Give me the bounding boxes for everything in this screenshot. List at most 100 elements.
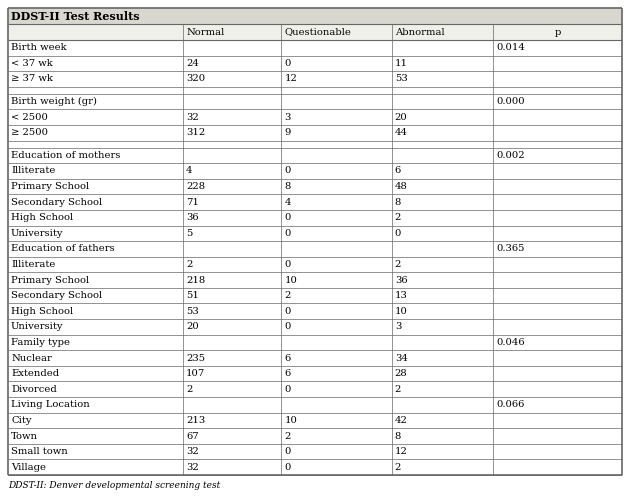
- Text: 20: 20: [186, 322, 198, 331]
- Text: Illiterate: Illiterate: [11, 260, 55, 269]
- Text: Nuclear: Nuclear: [11, 354, 52, 363]
- Bar: [8, 109, 622, 125]
- Text: Illiterate: Illiterate: [11, 167, 55, 176]
- Bar: [8, 319, 622, 335]
- Text: 0.365: 0.365: [496, 245, 525, 253]
- Text: 6: 6: [284, 354, 290, 363]
- Text: 12: 12: [284, 74, 297, 83]
- Text: 10: 10: [395, 307, 408, 316]
- Text: 312: 312: [186, 128, 205, 137]
- Text: 32: 32: [186, 463, 198, 472]
- Text: Primary School: Primary School: [11, 182, 89, 191]
- Text: 6: 6: [395, 167, 401, 176]
- Text: 20: 20: [395, 113, 408, 122]
- Text: 53: 53: [186, 307, 198, 316]
- Text: 5: 5: [186, 229, 192, 238]
- Text: Extended: Extended: [11, 369, 59, 378]
- Bar: [8, 303, 622, 319]
- Text: 228: 228: [186, 182, 205, 191]
- Text: Normal: Normal: [186, 27, 224, 36]
- Text: 235: 235: [186, 354, 205, 363]
- Bar: [8, 241, 622, 256]
- Bar: [8, 397, 622, 413]
- Text: Town: Town: [11, 432, 38, 441]
- Text: City: City: [11, 416, 32, 425]
- Bar: [8, 125, 622, 141]
- Text: 24: 24: [186, 59, 199, 68]
- Text: 0: 0: [395, 229, 401, 238]
- Text: 320: 320: [186, 74, 205, 83]
- Text: ≥ 37 wk: ≥ 37 wk: [11, 74, 53, 83]
- Text: Village: Village: [11, 463, 46, 472]
- Bar: [8, 335, 622, 350]
- Text: 36: 36: [395, 275, 408, 284]
- Bar: [8, 210, 622, 226]
- Text: 48: 48: [395, 182, 408, 191]
- Text: 34: 34: [395, 354, 408, 363]
- Text: DDST-II: Denver developmental screening test: DDST-II: Denver developmental screening …: [8, 481, 220, 490]
- Bar: [8, 226, 622, 241]
- Bar: [8, 256, 622, 272]
- Text: < 2500: < 2500: [11, 113, 48, 122]
- Text: 12: 12: [395, 447, 408, 456]
- Bar: [8, 460, 622, 475]
- Text: 11: 11: [395, 59, 408, 68]
- Text: 28: 28: [395, 369, 408, 378]
- Text: High School: High School: [11, 307, 73, 316]
- Bar: [8, 444, 622, 460]
- Text: 2: 2: [284, 432, 290, 441]
- Text: 3: 3: [284, 113, 290, 122]
- Bar: [8, 366, 622, 381]
- Text: p: p: [554, 27, 561, 36]
- Text: 71: 71: [186, 198, 199, 207]
- Text: Divorced: Divorced: [11, 385, 57, 394]
- Text: Secondary School: Secondary School: [11, 291, 102, 300]
- Text: University: University: [11, 229, 64, 238]
- Text: 10: 10: [284, 275, 297, 284]
- Text: 9: 9: [284, 128, 290, 137]
- Text: 0: 0: [284, 322, 290, 331]
- Bar: [8, 55, 622, 71]
- Text: 42: 42: [395, 416, 408, 425]
- Text: 218: 218: [186, 275, 205, 284]
- Text: 0: 0: [284, 463, 290, 472]
- Bar: [8, 288, 622, 303]
- Text: 44: 44: [395, 128, 408, 137]
- Bar: [8, 428, 622, 444]
- Text: 4: 4: [186, 167, 193, 176]
- Text: Education of mothers: Education of mothers: [11, 151, 120, 160]
- Text: 0.002: 0.002: [496, 151, 525, 160]
- Bar: [8, 413, 622, 428]
- Bar: [8, 381, 622, 397]
- Text: Questionable: Questionable: [284, 27, 351, 36]
- Text: 32: 32: [186, 447, 198, 456]
- Text: 107: 107: [186, 369, 205, 378]
- Text: 2: 2: [395, 260, 401, 269]
- Text: 0.066: 0.066: [496, 400, 524, 409]
- Text: 0: 0: [284, 213, 290, 222]
- Bar: [8, 350, 622, 366]
- Text: 13: 13: [395, 291, 408, 300]
- Text: High School: High School: [11, 213, 73, 222]
- Text: 0: 0: [284, 229, 290, 238]
- Text: Secondary School: Secondary School: [11, 198, 102, 207]
- Bar: [8, 94, 622, 109]
- Bar: [8, 179, 622, 194]
- Bar: [8, 194, 622, 210]
- Text: 6: 6: [284, 369, 290, 378]
- Bar: [8, 40, 622, 55]
- Text: 51: 51: [186, 291, 199, 300]
- Text: 2: 2: [395, 385, 401, 394]
- Text: 0: 0: [284, 167, 290, 176]
- Bar: [8, 24, 622, 40]
- Text: Birth week: Birth week: [11, 43, 67, 52]
- Text: University: University: [11, 322, 64, 331]
- Text: 0: 0: [284, 59, 290, 68]
- Text: Small town: Small town: [11, 447, 68, 456]
- Text: 53: 53: [395, 74, 408, 83]
- Text: 4: 4: [284, 198, 290, 207]
- Text: 2: 2: [186, 385, 192, 394]
- Text: 0: 0: [284, 307, 290, 316]
- Bar: [8, 272, 622, 288]
- Text: 0.046: 0.046: [496, 338, 525, 347]
